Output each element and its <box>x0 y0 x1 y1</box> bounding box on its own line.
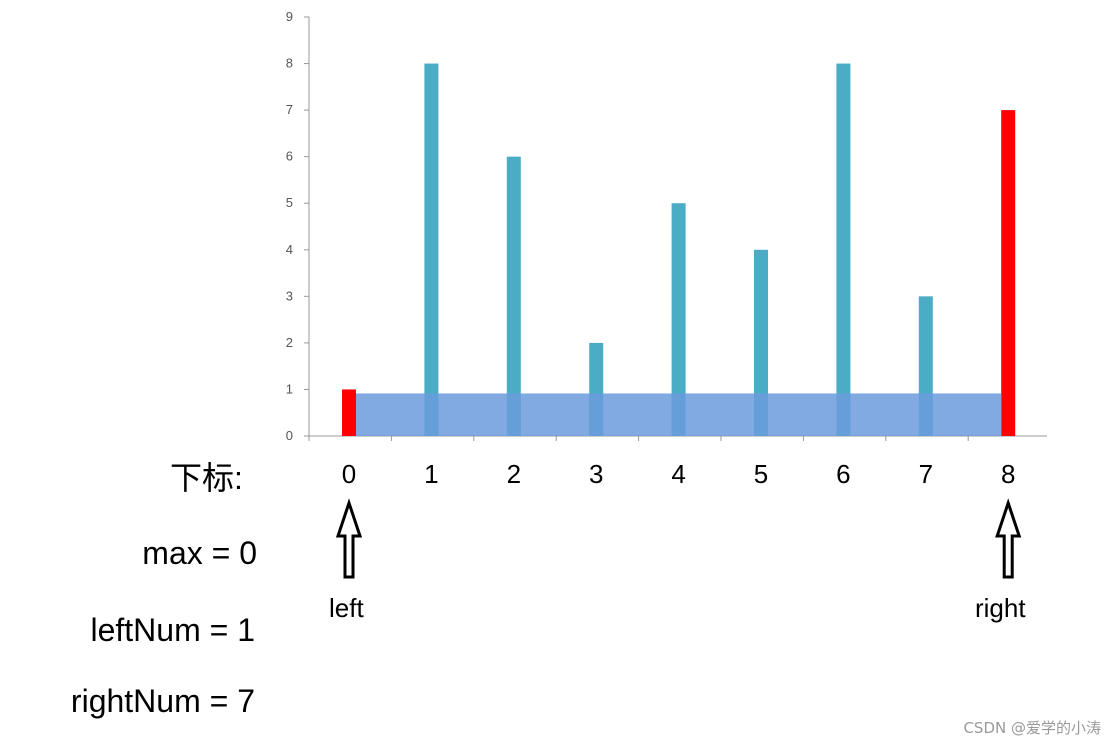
index-label: 0 <box>342 459 356 489</box>
index-label: 5 <box>754 459 768 489</box>
index-label: 3 <box>589 459 603 489</box>
index-row-label: 下标: <box>170 460 243 496</box>
left-num-text: leftNum = 1 <box>90 612 255 648</box>
index-label: 8 <box>1001 459 1015 489</box>
right-num-text: rightNum = 7 <box>70 683 255 719</box>
pointer-arrows <box>335 498 1022 579</box>
right-pointer-label: right <box>975 593 1026 623</box>
y-tick-label: 1 <box>286 381 293 396</box>
y-tick-label: 9 <box>286 9 293 24</box>
right-pointer-arrow <box>995 498 1022 579</box>
index-label: 7 <box>919 459 933 489</box>
max-value-text: max = 0 <box>142 535 257 571</box>
y-axis: 0 1 2 3 4 5 6 7 8 9 <box>286 9 310 443</box>
bar <box>506 156 521 436</box>
index-label: 6 <box>836 459 850 489</box>
y-tick-label: 2 <box>286 335 293 350</box>
water-area <box>356 393 1002 436</box>
y-tick-label: 0 <box>286 428 293 443</box>
left-pointer-label: left <box>329 593 364 623</box>
bar <box>754 249 768 436</box>
bar-series <box>342 63 1016 437</box>
watermark: CSDN @爱学的小涛 <box>963 719 1101 737</box>
index-label: 4 <box>671 459 685 489</box>
y-tick-label: 8 <box>286 56 293 71</box>
index-label: 2 <box>507 459 521 489</box>
index-labels: 0 1 2 3 4 5 6 7 8 <box>342 459 1016 489</box>
water-area-rect <box>356 393 1002 436</box>
bar <box>836 63 851 437</box>
bar <box>424 63 439 437</box>
x-axis <box>308 435 1047 441</box>
y-tick-label: 6 <box>286 149 293 164</box>
index-label: 1 <box>424 459 438 489</box>
left-pointer-arrow <box>335 498 363 579</box>
highlighted-bar <box>342 389 356 436</box>
bar <box>671 203 686 436</box>
y-tick-label: 3 <box>286 288 293 303</box>
y-tick-label: 5 <box>286 195 293 210</box>
highlighted-bar <box>1001 110 1016 436</box>
y-tick-label: 7 <box>286 102 293 117</box>
y-tick-label: 4 <box>286 242 293 257</box>
